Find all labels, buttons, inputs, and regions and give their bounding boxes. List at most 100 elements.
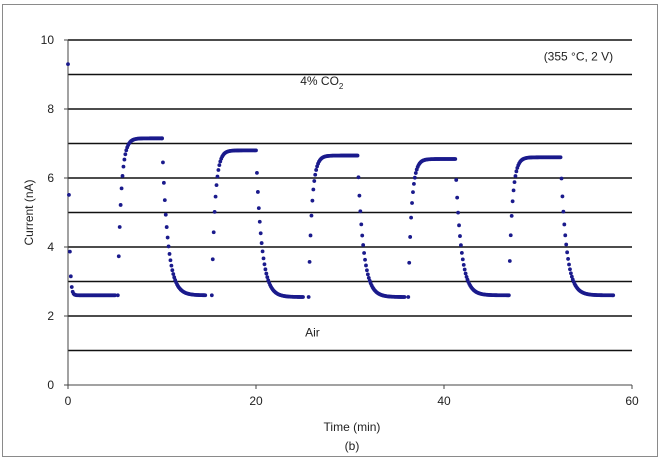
y-tick-label: 2 (47, 309, 54, 323)
x-tick-label: 40 (437, 394, 451, 408)
data-point (313, 172, 318, 177)
data-point (256, 206, 261, 210)
data-point (262, 262, 267, 267)
data-point (160, 136, 164, 141)
data-point (162, 198, 167, 202)
y-tick-label: 8 (47, 102, 54, 116)
data-point (361, 243, 366, 247)
data-point (308, 233, 313, 238)
data-point (209, 293, 214, 298)
annotation-co2: 4% CO2 (300, 74, 344, 91)
data-point (310, 198, 315, 203)
data-point (123, 152, 128, 157)
data-point (255, 190, 260, 194)
data-point (307, 259, 312, 264)
data-point (407, 260, 412, 265)
y-axis-label: Current (nA) (22, 179, 36, 245)
data-point (217, 163, 222, 168)
data-point (168, 258, 173, 263)
figure-caption: (b) (345, 439, 360, 453)
data-point (459, 243, 463, 248)
data-point (118, 203, 123, 207)
x-axis-label: Time (min) (324, 420, 381, 434)
data-point (161, 160, 165, 165)
data-point (408, 235, 413, 239)
data-point (161, 180, 166, 185)
data-point (314, 168, 319, 172)
data-point (163, 212, 168, 217)
data-point (363, 257, 367, 262)
data-point (511, 188, 516, 193)
data-point (563, 233, 568, 238)
data-point (507, 259, 512, 263)
data-point (115, 293, 120, 298)
data-point (169, 263, 174, 268)
annotation-air: Air (305, 326, 320, 340)
data-point (364, 263, 368, 268)
data-point (611, 293, 616, 298)
data-point (458, 234, 462, 238)
data-point (166, 244, 171, 249)
data-point (559, 176, 564, 181)
data-point (66, 62, 70, 67)
data-point (509, 213, 514, 218)
data-point (562, 222, 567, 227)
data-point (459, 250, 464, 255)
data-point (309, 213, 314, 218)
data-point (564, 242, 569, 247)
data-point (117, 225, 122, 229)
data-point (558, 155, 563, 160)
data-point (260, 249, 265, 254)
data-point (301, 295, 305, 299)
data-point (261, 256, 266, 261)
data-point (213, 194, 218, 199)
data-point (569, 271, 573, 276)
data-point (258, 231, 263, 236)
data-point (124, 148, 129, 153)
data-point (356, 175, 361, 180)
data-point (212, 209, 217, 214)
data-point (358, 209, 363, 214)
y-tick-label: 10 (41, 33, 55, 47)
data-point (170, 268, 175, 273)
data-point (566, 257, 570, 261)
data-point (455, 195, 460, 200)
data-point (411, 190, 415, 195)
data-point (568, 267, 572, 272)
data-point (569, 274, 574, 279)
data-point (164, 225, 169, 229)
data-point (456, 210, 460, 215)
data-point (463, 271, 468, 276)
data-point (453, 157, 458, 161)
data-point (312, 179, 317, 183)
data-point (67, 192, 71, 197)
data-point (454, 178, 459, 182)
data-point (410, 201, 414, 205)
data-point (366, 275, 371, 280)
data-point (69, 285, 74, 289)
data-point (457, 223, 461, 228)
data-point (171, 272, 176, 276)
data-point (215, 174, 220, 179)
data-point (513, 174, 518, 178)
data-point (257, 219, 262, 224)
data-point (406, 295, 411, 299)
data-point (402, 295, 407, 299)
data-point (263, 267, 268, 272)
data-point (461, 262, 466, 267)
data-point (460, 257, 465, 262)
data-point (565, 250, 570, 255)
data-point (362, 251, 366, 255)
data-point (67, 249, 72, 254)
data-point (264, 271, 269, 276)
x-tick-label: 20 (249, 394, 263, 408)
data-point (365, 268, 369, 273)
data-point (365, 272, 370, 277)
data-point (254, 148, 258, 153)
data-point (113, 293, 117, 298)
data-point (560, 194, 565, 199)
data-point (506, 293, 511, 298)
data-point (165, 235, 170, 240)
data-point (357, 193, 362, 198)
data-point (311, 187, 316, 192)
